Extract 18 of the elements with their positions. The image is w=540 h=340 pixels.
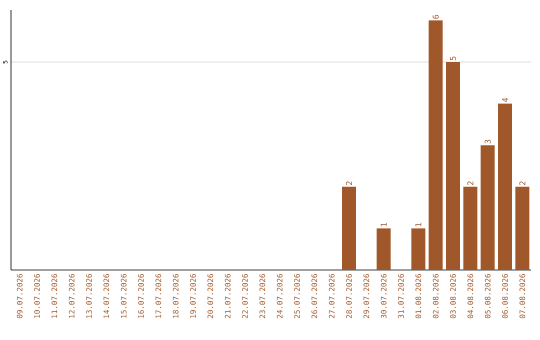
bar (342, 186, 356, 270)
bar (515, 186, 530, 270)
bar (463, 186, 478, 270)
data-label: 3 (484, 140, 491, 144)
data-label: 2 (519, 181, 526, 185)
bar (411, 228, 426, 270)
data-label: 6 (432, 14, 439, 19)
data-label: 5 (450, 56, 456, 60)
data-label: 1 (415, 222, 422, 226)
bar (480, 145, 495, 270)
data-label: 4 (502, 98, 508, 102)
bar (428, 20, 443, 270)
data-label: 2 (346, 181, 352, 185)
bar (498, 104, 512, 270)
data-label: 2 (467, 181, 474, 185)
bar (376, 228, 391, 270)
bar (446, 62, 460, 270)
data-label: 1 (380, 222, 387, 226)
